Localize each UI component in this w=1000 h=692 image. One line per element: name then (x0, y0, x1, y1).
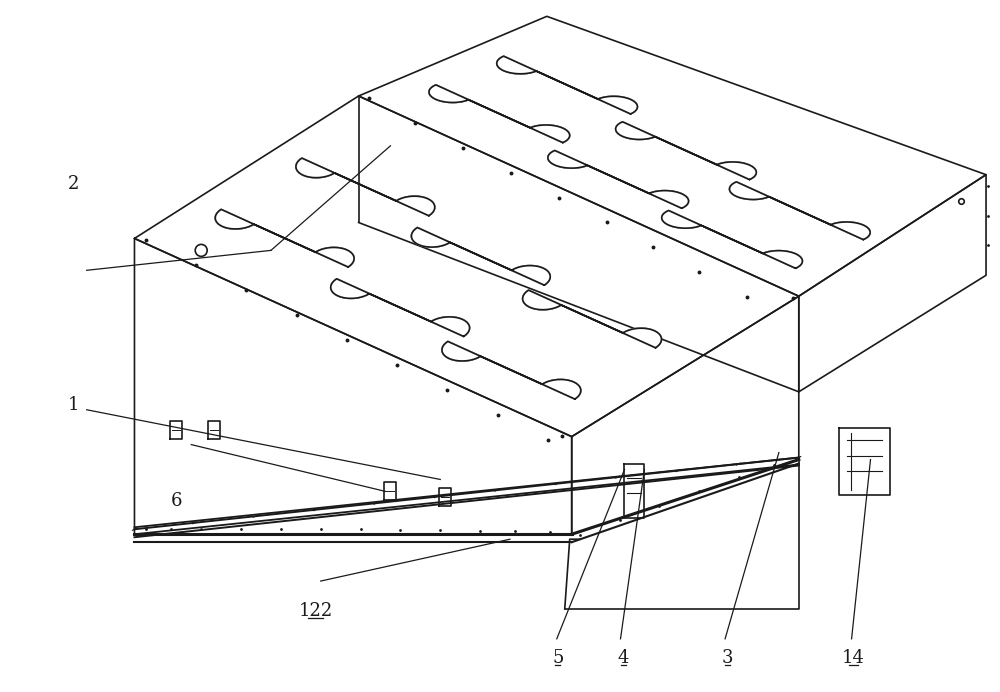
Polygon shape (442, 341, 581, 399)
Text: 122: 122 (299, 602, 333, 620)
Polygon shape (548, 151, 689, 208)
Text: 4: 4 (618, 648, 629, 666)
Polygon shape (616, 122, 756, 179)
Polygon shape (729, 182, 870, 239)
Polygon shape (331, 279, 470, 336)
Polygon shape (296, 158, 435, 216)
Polygon shape (497, 56, 637, 114)
Text: 2: 2 (68, 175, 79, 193)
Text: 14: 14 (842, 648, 865, 666)
Polygon shape (662, 210, 802, 268)
Polygon shape (411, 228, 550, 285)
Polygon shape (429, 85, 570, 143)
Polygon shape (215, 210, 354, 267)
Text: 1: 1 (68, 396, 79, 414)
Polygon shape (523, 290, 661, 348)
Text: 5: 5 (552, 648, 563, 666)
Text: 3: 3 (721, 648, 733, 666)
Text: 6: 6 (171, 492, 182, 510)
